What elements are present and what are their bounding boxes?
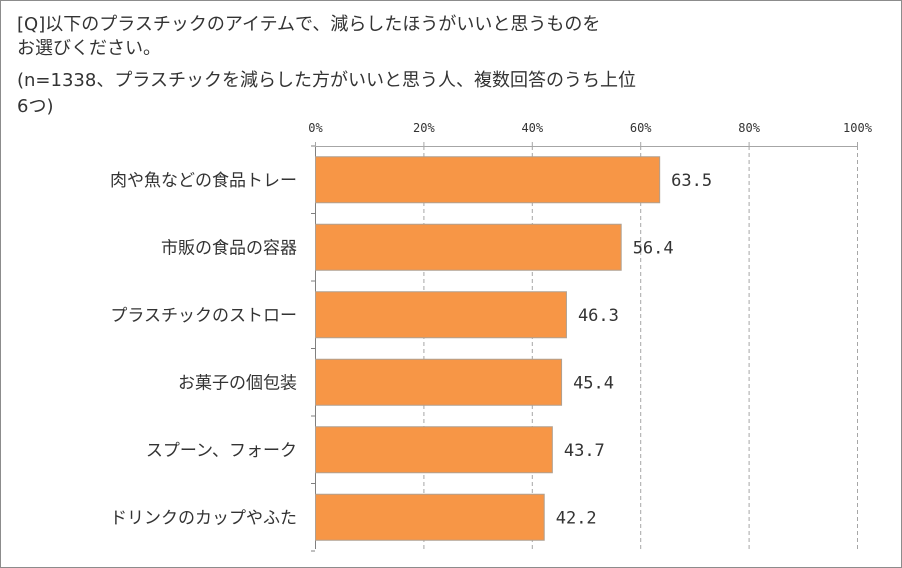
bar bbox=[315, 426, 553, 474]
question-line-4: 6つ) bbox=[17, 96, 54, 117]
bar bbox=[315, 358, 563, 406]
data-label: 63.5 bbox=[671, 171, 712, 191]
category-label: 肉や魚などの食品トレー bbox=[110, 171, 297, 191]
question-line-1: [Q]以下のプラスチックのアイテムで、減らしたほうがいいと思うものを bbox=[17, 14, 601, 35]
bar bbox=[315, 291, 567, 339]
data-label: 46.3 bbox=[578, 306, 619, 326]
tick-label: 80% bbox=[738, 121, 760, 135]
bar bbox=[315, 223, 622, 271]
category-label: ドリンクのカップやふた bbox=[110, 508, 297, 528]
data-label: 56.4 bbox=[633, 238, 674, 258]
tick-label: 20% bbox=[413, 121, 435, 135]
bar bbox=[315, 156, 661, 204]
category-label: スプーン、フォーク bbox=[146, 441, 297, 461]
question-line-3: (n=1338、プラスチックを減らした方がいいと思う人、複数回答のうち上位 bbox=[17, 70, 636, 91]
tick-label: 60% bbox=[630, 121, 652, 135]
tick-label: 100% bbox=[843, 121, 873, 135]
data-label: 43.7 bbox=[564, 441, 605, 461]
data-label: 45.4 bbox=[573, 373, 614, 393]
bar bbox=[315, 493, 545, 541]
question-line-2: お選びください。 bbox=[17, 38, 161, 59]
category-label: プラスチックのストロー bbox=[110, 306, 297, 326]
category-label: お菓子の個包装 bbox=[178, 373, 297, 393]
tick-label: 0% bbox=[308, 121, 323, 135]
category-label: 市販の食品の容器 bbox=[161, 238, 297, 258]
data-label: 42.2 bbox=[556, 508, 597, 528]
tick-label: 40% bbox=[521, 121, 543, 135]
